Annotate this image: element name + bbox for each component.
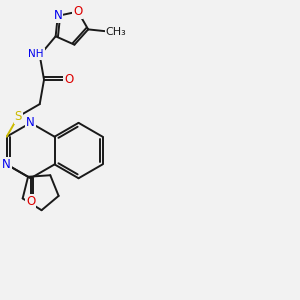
Text: O: O (64, 73, 74, 86)
Text: O: O (73, 5, 83, 18)
Text: O: O (26, 195, 35, 208)
Text: NH: NH (28, 49, 44, 59)
Text: CH₃: CH₃ (105, 27, 126, 37)
Text: N: N (2, 158, 11, 171)
Text: N: N (53, 9, 62, 22)
Text: S: S (15, 110, 22, 123)
Text: N: N (26, 116, 35, 129)
